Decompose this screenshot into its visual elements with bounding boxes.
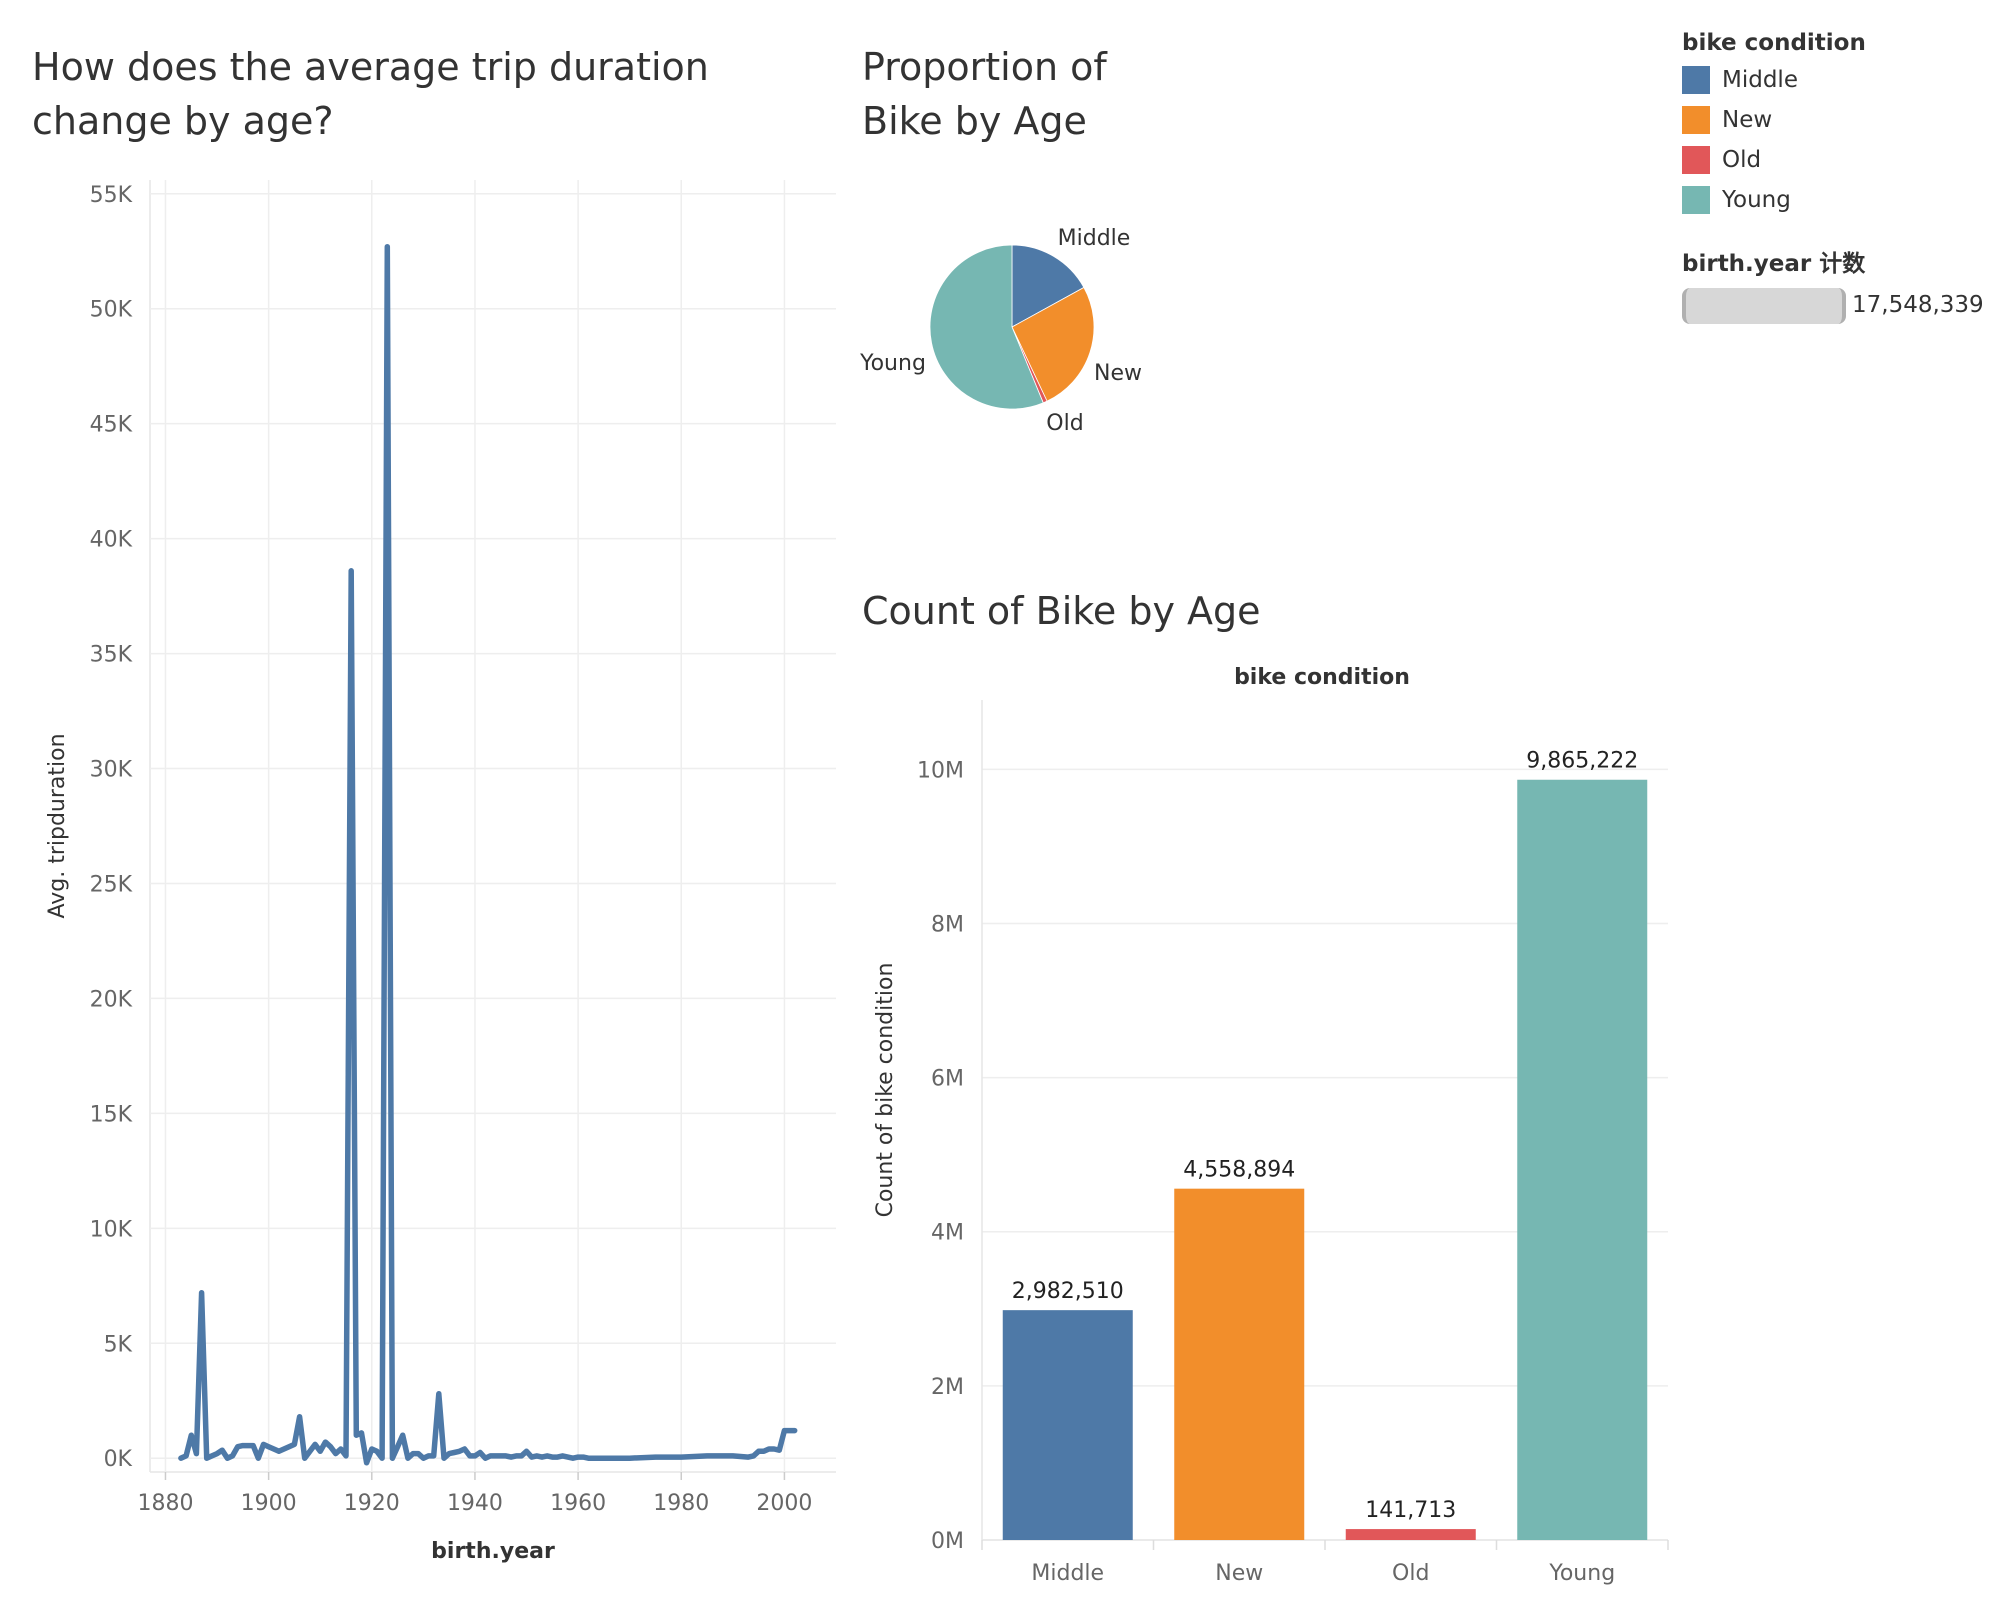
line-chart-x-tick-label: 2000: [756, 1491, 812, 1516]
pie-slice-new[interactable]: [1011, 286, 1095, 402]
pie-chart: Middle New Old Young: [859, 226, 1142, 436]
line-chart-y-tick-label: 20K: [90, 987, 133, 1012]
legend-item-old[interactable]: Old: [1682, 140, 1866, 180]
bar-chart-title: Count of Bike by Age: [862, 584, 1261, 638]
line-chart-y-tick-label: 10K: [90, 1217, 133, 1242]
line-chart-y-axis-label: Avg. tripduration: [45, 733, 70, 918]
bar-old[interactable]: [1345, 1529, 1476, 1540]
legend-swatch-old: [1682, 146, 1710, 174]
bar-chart-y-tick-label: 10M: [917, 758, 964, 783]
color-legend: bike condition Middle New Old Young: [1682, 30, 1866, 220]
bar-chart-y-tick-label: 4M: [931, 1221, 964, 1246]
pie-label-young: Young: [859, 351, 926, 376]
size-legend-row: 17,548,339: [1682, 288, 1984, 328]
line-chart-y-tick-label: 55K: [90, 183, 133, 208]
bar-chart-y-axis-label: Count of bike condition: [873, 963, 898, 1218]
pie-label-middle: Middle: [1058, 226, 1131, 251]
bar-value-label-new: 4,558,894: [1183, 1158, 1295, 1183]
legend-item-new[interactable]: New: [1682, 100, 1866, 140]
line-chart-series-line[interactable]: [178, 243, 798, 1466]
bar-chart: bike condition 0M 2M 4M 6M 8M 10M 2,982,510 Midd…: [873, 665, 1669, 1586]
bar-category-label-new: New: [1215, 1561, 1263, 1586]
legend-label-young: Young: [1722, 187, 1791, 213]
legend-item-middle[interactable]: Middle: [1682, 60, 1866, 100]
line-chart-y-tick-label: 15K: [90, 1102, 133, 1127]
bar-category-label-young: Young: [1548, 1561, 1615, 1586]
line-chart-x-tick-label: 1920: [344, 1491, 400, 1516]
bar-chart-y-tick-label: 6M: [931, 1067, 964, 1092]
line-chart-y-tick-label: 35K: [90, 643, 133, 668]
line-chart-x-tick-label: 1940: [447, 1491, 503, 1516]
bar-value-label-young: 9,865,222: [1526, 749, 1638, 774]
bar-category-label-old: Old: [1392, 1561, 1429, 1586]
bar-chart-y-tick-label: 8M: [931, 912, 964, 937]
line-chart-y-tick-label: 50K: [90, 298, 133, 323]
bar-chart-title-line-1: Count of Bike by Age: [862, 589, 1261, 633]
line-chart-x-tick-label: 1900: [241, 1491, 297, 1516]
bar-category-label-middle: Middle: [1031, 1561, 1104, 1586]
line-chart-x-tick-label: 1880: [137, 1491, 193, 1516]
line-chart: 0K 5K 10K 15K 20K 25K 30K 35K 40K 45K 50K 55K 1880 19…: [45, 180, 836, 1564]
line-chart-x-tick-label: 1980: [653, 1491, 709, 1516]
legend-label-middle: Middle: [1722, 67, 1798, 93]
line-chart-y-tick-label: 40K: [90, 528, 133, 553]
legend-label-old: Old: [1722, 147, 1762, 173]
bar-chart-header: bike condition: [1234, 665, 1410, 690]
legend-item-young[interactable]: Young: [1682, 180, 1866, 220]
line-chart-y-tick-label: 45K: [90, 413, 133, 438]
pie-chart-title-line-2: Bike by Age: [862, 99, 1087, 143]
line-chart-title-line-1: How does the average trip duration: [32, 45, 709, 89]
pie-slice-young[interactable]: [929, 244, 1044, 410]
legend-swatch-young: [1682, 186, 1710, 214]
bar-chart-y-tick-label: 2M: [931, 1375, 964, 1400]
bar-young[interactable]: [1517, 779, 1648, 1540]
bar-new[interactable]: [1174, 1188, 1305, 1540]
line-chart-y-tick-label: 30K: [90, 758, 133, 783]
size-legend: birth.year 计数 17,548,339: [1682, 244, 1984, 328]
bar-value-label-old: 141,713: [1365, 1498, 1456, 1523]
line-chart-x-tick-label: 1960: [550, 1491, 606, 1516]
bar-value-label-middle: 2,982,510: [1012, 1279, 1124, 1304]
line-chart-y-tick-label: 25K: [90, 872, 133, 897]
color-legend-title: bike condition: [1682, 30, 1866, 56]
pie-label-new: New: [1094, 361, 1142, 386]
line-chart-title: How does the average trip duration chang…: [32, 40, 709, 148]
legend-swatch-new: [1682, 106, 1710, 134]
legend-label-new: New: [1722, 107, 1773, 133]
pie-label-old: Old: [1046, 411, 1083, 436]
line-chart-y-tick-label: 0K: [104, 1447, 133, 1472]
size-legend-slider[interactable]: [1682, 288, 1846, 324]
bar-chart-y-tick-label: 0M: [931, 1529, 964, 1554]
pie-chart-title: Proportion of Bike by Age: [862, 40, 1107, 148]
size-legend-value: 17,548,339: [1852, 292, 1984, 318]
pie-slice-middle[interactable]: [1011, 244, 1085, 328]
line-chart-x-axis-label: birth.year: [431, 1539, 555, 1564]
line-chart-title-line-2: change by age?: [32, 99, 334, 143]
pie-chart-title-line-1: Proportion of: [862, 45, 1107, 89]
bar-middle[interactable]: [1002, 1310, 1133, 1540]
line-chart-y-tick-label: 5K: [104, 1332, 133, 1357]
legend-swatch-middle: [1682, 66, 1710, 94]
size-legend-title: birth.year 计数: [1682, 251, 1866, 277]
